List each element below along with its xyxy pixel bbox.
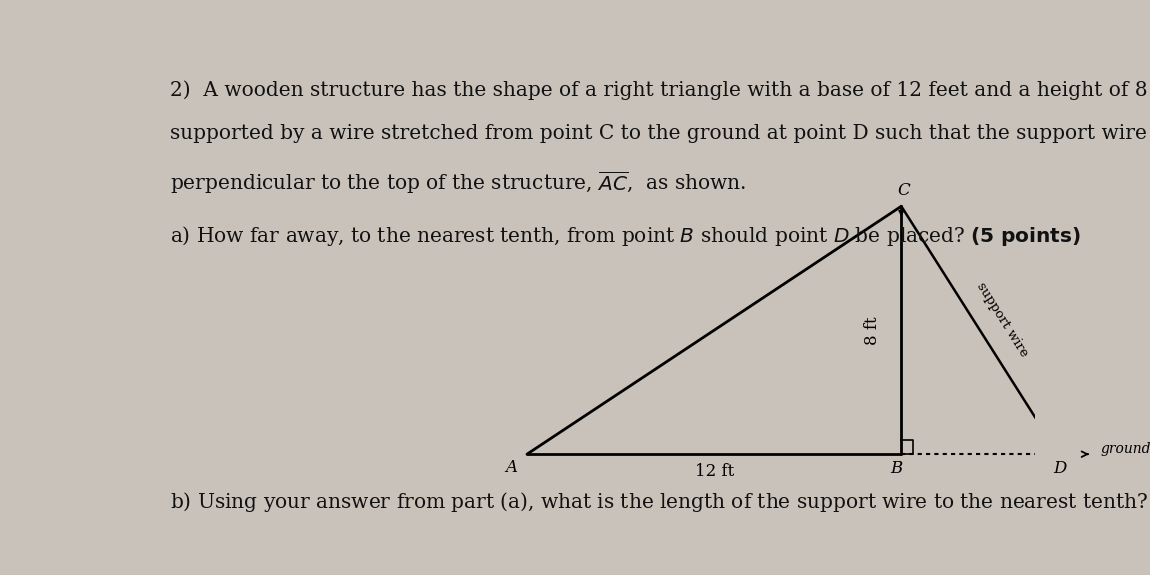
Text: supported by a wire stretched from point C to the ground at point D such that th: supported by a wire stretched from point… xyxy=(170,124,1150,143)
Text: A: A xyxy=(505,459,518,476)
Text: C: C xyxy=(898,182,911,200)
Text: 8 ft: 8 ft xyxy=(865,316,881,344)
Text: support wire: support wire xyxy=(974,279,1030,359)
Text: D: D xyxy=(1053,460,1067,477)
Text: perpendicular to the top of the structure, $\overline{AC}$,  as shown.: perpendicular to the top of the structur… xyxy=(170,168,746,196)
Text: 2)  A wooden structure has the shape of a right triangle with a base of 12 feet : 2) A wooden structure has the shape of a… xyxy=(170,80,1150,99)
Text: 12 ft: 12 ft xyxy=(695,462,734,480)
Text: a) How far away, to the nearest tenth, from point $B$ should point $D$ be placed: a) How far away, to the nearest tenth, f… xyxy=(170,224,1081,248)
Text: b) Using your answer from part (a), what is the length of the support wire to th: b) Using your answer from part (a), what… xyxy=(170,490,1150,513)
Text: B: B xyxy=(891,460,903,477)
Text: ground: ground xyxy=(1101,442,1150,456)
